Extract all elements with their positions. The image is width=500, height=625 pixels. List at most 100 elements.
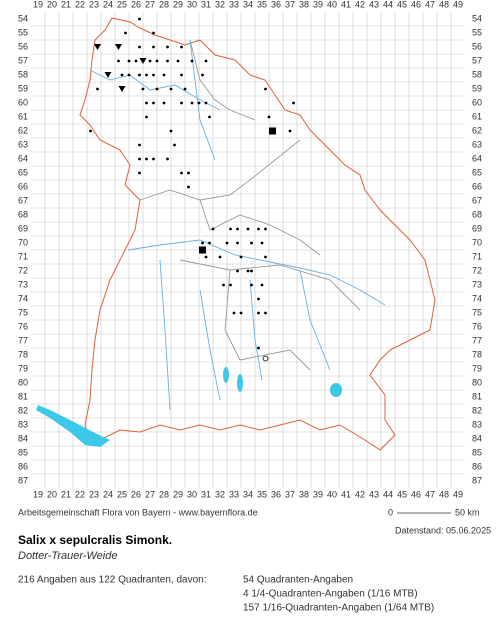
dot-marker	[197, 101, 201, 105]
column-label: 49	[453, 0, 463, 9]
dot-marker	[117, 59, 120, 63]
dot-marker	[180, 73, 183, 77]
dot-marker	[239, 255, 243, 259]
column-label: 37	[285, 489, 295, 499]
column-label: 47	[425, 489, 435, 499]
ammersee	[223, 367, 229, 383]
dot-marker	[204, 101, 208, 105]
row-label: 58	[472, 69, 482, 79]
column-label: 45	[397, 489, 407, 499]
dot-marker	[222, 283, 225, 287]
column-label: 39	[313, 0, 323, 9]
row-label: 78	[472, 349, 482, 359]
row-label: 81	[472, 391, 482, 401]
row-label: 61	[18, 111, 28, 121]
dot-marker	[152, 157, 155, 161]
column-label: 34	[243, 0, 253, 9]
column-label: 42	[355, 0, 365, 9]
row-label: 62	[472, 125, 482, 135]
row-label: 63	[18, 139, 28, 149]
row-label: 75	[18, 307, 28, 317]
column-label: 43	[369, 0, 379, 9]
column-label: 40	[327, 0, 337, 9]
column-label: 28	[159, 489, 169, 499]
dot-marker	[257, 227, 260, 231]
column-label: 31	[201, 0, 211, 9]
dot-marker	[148, 59, 152, 63]
dot-marker	[208, 115, 211, 119]
dot-marker	[162, 101, 166, 105]
row-label: 60	[18, 97, 28, 107]
dot-marker	[152, 31, 155, 35]
row-label: 57	[472, 55, 482, 65]
row-label: 59	[18, 83, 28, 93]
dot-marker	[169, 87, 173, 91]
row-label: 65	[472, 167, 482, 177]
column-label: 19	[33, 489, 43, 499]
row-label: 63	[472, 139, 482, 149]
row-label: 74	[18, 293, 28, 303]
column-label: 48	[439, 0, 449, 9]
column-label: 26	[131, 0, 141, 9]
column-label: 22	[75, 0, 85, 9]
column-label: 47	[425, 0, 435, 9]
row-label: 72	[472, 265, 482, 275]
dot-marker	[250, 241, 253, 245]
column-label: 25	[117, 489, 127, 499]
district-borders	[139, 39, 361, 371]
column-label: 27	[145, 489, 155, 499]
column-label: 46	[411, 0, 421, 9]
dot-marker	[236, 269, 239, 273]
row-label: 54	[18, 13, 28, 23]
dot-marker	[229, 283, 232, 287]
row-label: 82	[18, 405, 28, 415]
column-label: 31	[201, 489, 211, 499]
column-label: 44	[383, 0, 393, 9]
dot-marker	[187, 171, 190, 175]
dot-marker	[246, 227, 250, 231]
dot-marker	[145, 101, 148, 105]
dot-marker	[145, 157, 148, 161]
dot-marker	[127, 73, 131, 77]
column-label: 36	[271, 0, 281, 9]
row-label: 64	[472, 153, 482, 163]
dot-marker	[173, 143, 176, 147]
dot-marker	[229, 227, 232, 231]
column-label: 36	[271, 489, 281, 499]
triangle-marker	[104, 72, 112, 78]
column-label: 38	[299, 0, 309, 9]
column-label: 41	[341, 0, 351, 9]
dot-marker	[162, 73, 166, 77]
dot-marker	[257, 297, 260, 301]
dot-marker	[138, 143, 141, 147]
row-label: 56	[472, 41, 482, 51]
dot-marker	[166, 59, 169, 63]
starnberger-see	[237, 374, 243, 392]
column-label: 45	[397, 0, 407, 9]
state-border	[79, 17, 436, 451]
dot-marker	[124, 31, 127, 35]
row-label: 72	[18, 265, 28, 275]
row-label: 86	[18, 461, 28, 471]
column-label: 42	[355, 489, 365, 499]
row-label: 68	[18, 209, 28, 219]
column-label: 33	[229, 0, 239, 9]
dot-marker	[264, 227, 267, 231]
dot-marker	[211, 227, 215, 231]
dot-marker	[96, 87, 99, 91]
row-label: 85	[472, 447, 482, 457]
row-label: 68	[472, 209, 482, 219]
row-label: 60	[472, 97, 482, 107]
row-label: 55	[472, 27, 482, 37]
column-label: 35	[257, 0, 267, 9]
stats-line: 4 1/4-Quadranten-Angaben (1/16 MTB)	[243, 589, 418, 600]
dot-marker	[232, 311, 236, 315]
dot-marker	[257, 311, 260, 315]
dot-marker	[246, 269, 250, 273]
column-label: 19	[33, 0, 43, 9]
dot-marker	[89, 129, 92, 133]
dot-marker	[190, 59, 194, 63]
dot-marker	[204, 59, 208, 63]
column-label: 30	[187, 0, 197, 9]
dot-marker	[236, 227, 239, 231]
